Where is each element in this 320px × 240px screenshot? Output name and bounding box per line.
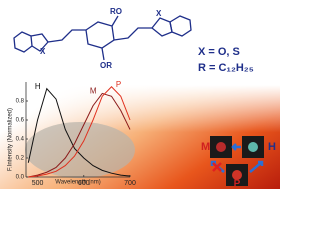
series-label: M [90, 87, 97, 96]
vinyl [47, 29, 86, 43]
arrow [231, 143, 241, 151]
node-label: M [201, 141, 210, 153]
vinyl [113, 27, 152, 41]
series-label: H [35, 82, 41, 91]
y-tick-label: 0.4 [16, 137, 25, 143]
mortar [25, 122, 135, 178]
substituent: X [40, 47, 46, 56]
x-tick-label: 700 [124, 180, 136, 187]
line [28, 92, 131, 178]
x-axis-label: Wavelength (nm) [55, 180, 100, 186]
benzo-ring [169, 15, 192, 37]
y-tick-label: 0.2 [16, 156, 25, 162]
y-tick-label: 0.0 [16, 175, 25, 181]
y-tick-label: 0.8 [16, 99, 25, 105]
diagram: M H P [201, 136, 276, 189]
line [27, 87, 131, 177]
series-label: P [116, 80, 121, 89]
definition: R = C₁₂H₂₅ [198, 62, 254, 74]
emission [248, 142, 258, 152]
line [28, 86, 131, 178]
or-bond [101, 47, 105, 61]
substituent: OR [100, 61, 112, 70]
page: X RO OR X X = O, S R = C₁₂H₂₅ M H P 0.0 0… [0, 0, 280, 189]
graphic: X RO OR X X = O, S R = C₁₂H₂₅ M H P 0.0 0… [0, 0, 280, 189]
substituent: X [156, 9, 162, 18]
ro-bond [111, 15, 119, 27]
emission [232, 170, 242, 180]
emission [216, 142, 226, 152]
cross [212, 162, 222, 172]
node-label: H [268, 141, 276, 153]
structure: X RO OR X [13, 7, 192, 70]
arrow [249, 160, 264, 173]
y-axis-label: F.Intensity (Normalized) [8, 108, 14, 171]
y-tick-label: 0.6 [16, 118, 25, 124]
definition: X = O, S [198, 46, 240, 58]
x-tick-label: 500 [32, 180, 44, 187]
node-label: P [234, 179, 241, 189]
x-tick-label: 600 [78, 180, 90, 187]
substituent: RO [110, 7, 122, 16]
